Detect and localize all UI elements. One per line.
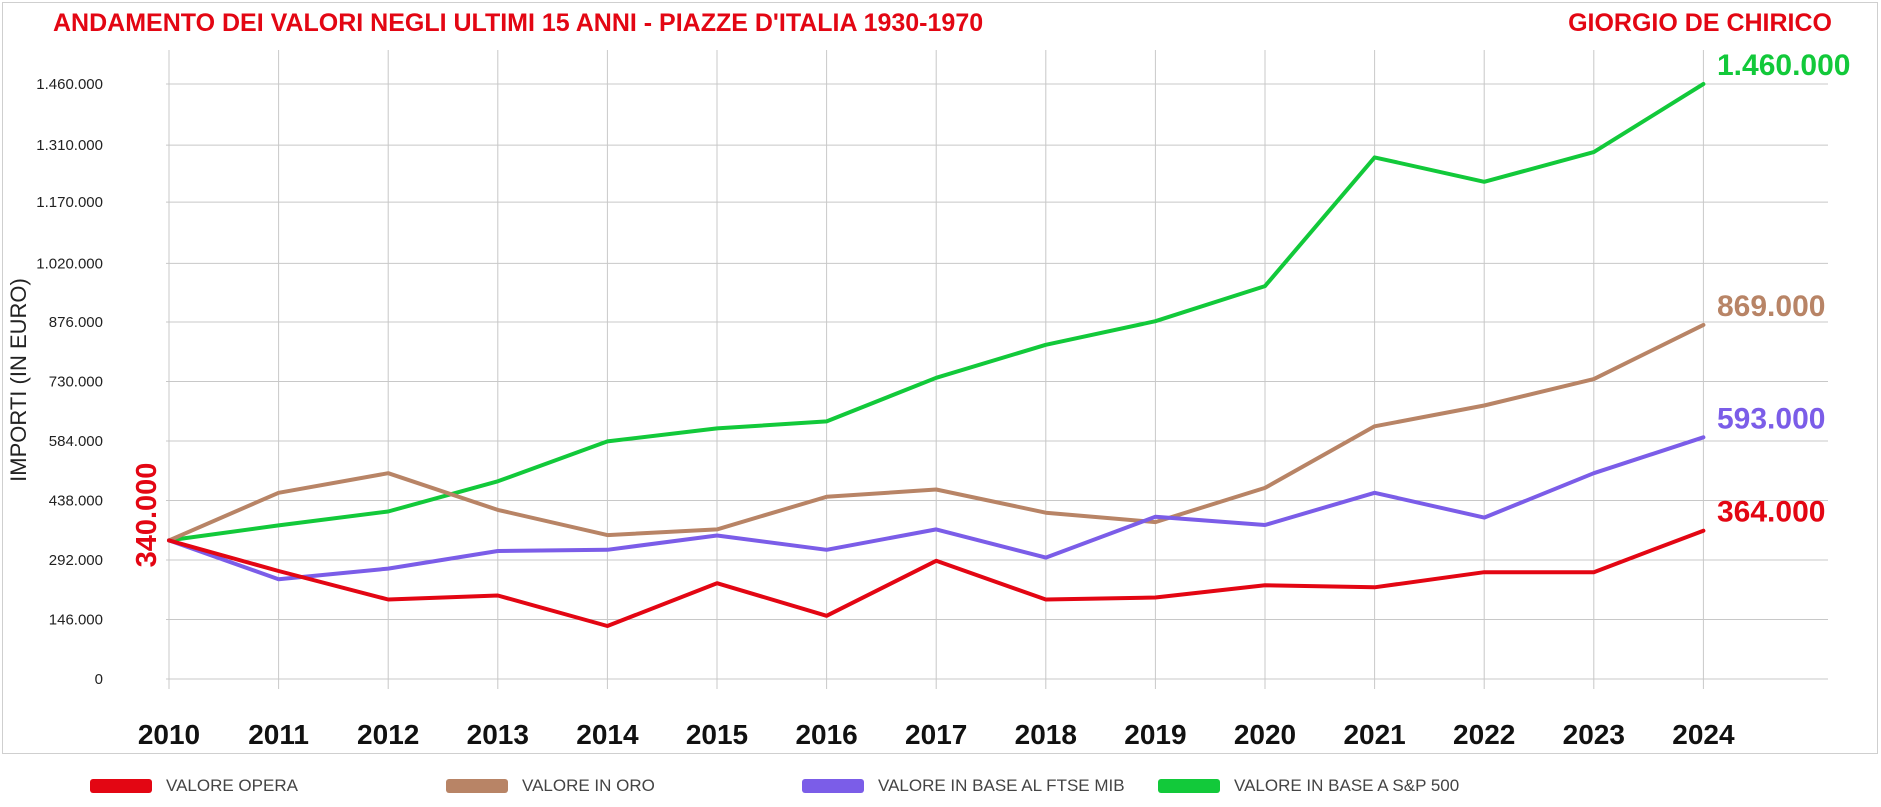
legend-label: VALORE IN BASE A S&P 500 — [1234, 776, 1460, 795]
legend-swatch — [1158, 779, 1220, 793]
end-value-label: 869.000 — [1717, 290, 1825, 323]
x-tick-label: 2011 — [248, 719, 309, 750]
y-tick-label: 1.460.000 — [36, 76, 103, 93]
x-tick-labels: 2010 2011 2012 2013 2014 2015 2016 2017 2018 2019… — [138, 719, 1735, 750]
x-tick-label: 2010 — [138, 719, 200, 750]
line-chart: 0 146.000 292.000 438.000 584.000 730.000 876.… — [6, 9, 1850, 750]
x-tick-label: 2013 — [467, 719, 529, 750]
y-tick-label: 730.000 — [49, 374, 103, 391]
x-tick-label: 2022 — [1453, 719, 1515, 750]
x-tick-label: 2014 — [576, 719, 639, 750]
x-tick-label: 2019 — [1124, 719, 1186, 750]
legend-swatch — [802, 779, 864, 793]
legend: VALORE OPERA VALORE IN ORO VALORE IN BAS… — [0, 776, 1881, 800]
legend-label: VALORE IN BASE AL FTSE MIB — [878, 776, 1125, 795]
y-tick-label: 1.310.000 — [36, 137, 103, 154]
series-line-3 — [167, 435, 1706, 582]
legend-label: VALORE IN ORO — [522, 776, 655, 795]
x-tick-label: 2023 — [1563, 719, 1625, 750]
x-tick-label: 2012 — [357, 719, 419, 750]
y-tick-label: 584.000 — [49, 433, 103, 450]
y-tick-label: 1.020.000 — [36, 255, 103, 272]
series-lines — [167, 82, 1706, 628]
start-value-label: 340.000 — [131, 463, 163, 568]
x-tick-label: 2021 — [1343, 719, 1405, 750]
legend-item-valore-in-oro: VALORE IN ORO — [446, 776, 655, 796]
y-tick-label: 292.000 — [49, 552, 103, 569]
series-line-4 — [167, 82, 1706, 543]
legend-swatch — [90, 779, 152, 793]
chart-frame — [2, 2, 1878, 754]
legend-item-ftse-mib: VALORE IN BASE AL FTSE MIB — [802, 776, 1125, 796]
y-tick-label: 876.000 — [49, 314, 103, 331]
y-tick-label: 146.000 — [49, 612, 103, 629]
x-tick-label: 2018 — [1015, 719, 1077, 750]
x-tick-label: 2016 — [795, 719, 857, 750]
legend-item-valore-opera: VALORE OPERA — [90, 776, 298, 796]
y-axis-label: IMPORTI (IN EURO) — [6, 278, 31, 482]
legend-swatch — [446, 779, 508, 793]
series-line-2 — [167, 322, 1706, 543]
y-tick-label: 1.170.000 — [36, 194, 103, 211]
chart-title: ANDAMENTO DEI VALORI NEGLI ULTIMI 15 ANN… — [53, 9, 983, 37]
x-tick-label: 2024 — [1672, 719, 1735, 750]
y-tick-labels: 0 146.000 292.000 438.000 584.000 730.000 876.… — [36, 76, 103, 688]
x-tick-label: 2020 — [1234, 719, 1296, 750]
y-tick-label: 0 — [95, 671, 103, 688]
legend-item-sp500: VALORE IN BASE A S&P 500 — [1158, 776, 1459, 796]
end-value-label: 593.000 — [1717, 402, 1825, 435]
series-line-1 — [167, 528, 1706, 628]
x-tick-label: 2017 — [905, 719, 967, 750]
chart-subtitle: GIORGIO DE CHIRICO — [1568, 9, 1832, 37]
end-value-label: 1.460.000 — [1717, 49, 1850, 82]
x-tick-label: 2015 — [686, 719, 748, 750]
end-labels: 1.460.000 869.000 593.000 364.000 — [1717, 49, 1850, 529]
legend-label: VALORE OPERA — [166, 776, 298, 795]
y-tick-label: 438.000 — [49, 493, 103, 510]
end-value-label: 364.000 — [1717, 496, 1825, 529]
grid — [166, 50, 1828, 689]
